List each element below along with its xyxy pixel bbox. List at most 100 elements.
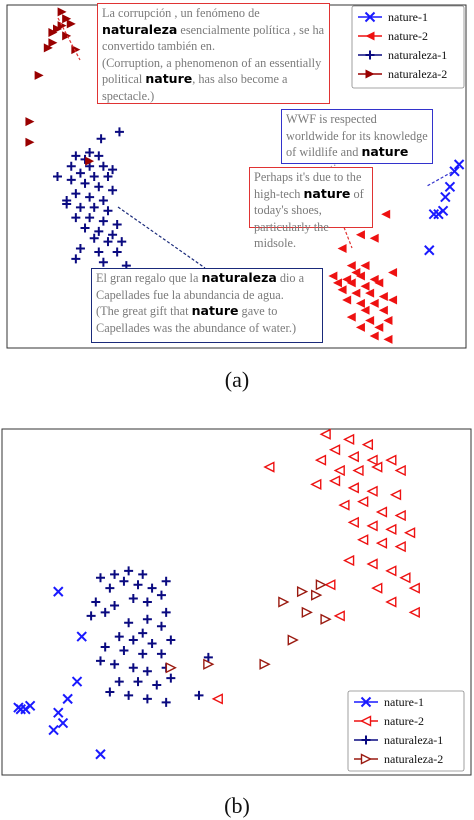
data-point-naturaleza-1: [103, 206, 113, 216]
data-point-nature-2: [342, 554, 355, 567]
data-point-nature-2: [366, 454, 378, 466]
data-point-nature-2: [360, 305, 370, 315]
data-point-naturaleza-1: [98, 196, 108, 206]
data-point-nature-2: [385, 454, 397, 466]
legend-label-nature-2: nature-2: [384, 714, 424, 728]
data-point-nature-2: [355, 322, 365, 332]
legend-marker-nature-1: [360, 696, 372, 708]
series-naturaleza-2: [165, 579, 332, 674]
legend-label-naturaleza-1: naturaleza-1: [384, 733, 443, 747]
data-point-nature-2: [263, 461, 275, 473]
data-point-nature-1: [424, 245, 435, 256]
data-point-nature-2: [342, 274, 352, 284]
data-point-naturaleza-1: [100, 607, 110, 617]
data-point-nature-2: [375, 537, 388, 549]
legend-marker-nature-2: [359, 715, 372, 727]
data-point-naturaleza-1: [52, 172, 62, 181]
data-point-naturaleza-2: [278, 596, 290, 608]
data-point-naturaleza-2: [25, 137, 35, 147]
data-point-naturaleza-2: [34, 70, 44, 80]
legend: nature-1 nature-2 naturaleza-1 naturaleza-2: [351, 5, 465, 89]
legend-label-naturaleza-1: naturaleza-1: [388, 48, 447, 62]
data-point-nature-2: [357, 534, 369, 546]
data-point-naturaleza-2: [315, 579, 327, 591]
data-point-naturaleza-1: [142, 597, 152, 607]
data-point-nature-2: [347, 451, 359, 463]
data-point-nature-2: [381, 209, 391, 219]
data-point-naturaleza-1: [147, 639, 157, 649]
data-point-naturaleza-1: [117, 237, 127, 247]
data-point-naturaleza-1: [105, 583, 115, 593]
data-point-nature-2: [375, 506, 388, 518]
data-point-nature-2: [374, 322, 384, 332]
data-point-nature-2: [385, 596, 397, 608]
data-point-naturaleza-1: [89, 233, 99, 243]
data-point-naturaleza-1: [138, 628, 148, 638]
data-point-nature-1: [95, 749, 106, 760]
data-point-nature-2: [355, 230, 365, 240]
caption-b: (b): [224, 793, 250, 818]
data-point-nature-1: [453, 159, 465, 170]
data-point-nature-2: [351, 268, 361, 278]
legend-box: [347, 690, 465, 772]
data-point-nature-2: [319, 428, 331, 440]
data-point-nature-2: [355, 298, 365, 308]
data-point-naturaleza-1: [161, 607, 171, 617]
data-point-nature-2: [352, 464, 364, 477]
legend-label-nature-1: nature-1: [384, 695, 424, 709]
data-point-nature-2: [360, 261, 370, 271]
data-point-nature-2: [338, 499, 350, 511]
data-point-nature-2: [394, 541, 406, 553]
chart-panel-b: nature-1 nature-2 naturaleza-1 naturaleza-2: [1, 428, 472, 776]
data-point-naturaleza-2: [57, 21, 67, 31]
data-point-naturaleza-1: [119, 576, 129, 586]
data-point-nature-2: [342, 433, 355, 446]
series-naturaleza-2: [25, 7, 95, 166]
data-point-nature-1: [76, 631, 87, 642]
data-point-naturaleza-2: [85, 156, 95, 166]
data-point-nature-2: [389, 489, 402, 501]
data-point-naturaleza-1: [100, 642, 110, 652]
data-point-nature-2: [378, 305, 388, 315]
data-point-naturaleza-1: [103, 237, 113, 247]
data-point-nature-1: [71, 676, 83, 687]
data-point-nature-1: [428, 209, 440, 220]
data-point-naturaleza-1: [114, 127, 124, 137]
legend-marker-naturaleza-1: [365, 50, 375, 60]
data-point-naturaleza-1: [75, 168, 85, 178]
data-point-naturaleza-1: [95, 573, 105, 583]
legend-marker-naturaleza-1: [361, 735, 371, 745]
data-point-naturaleza-1: [80, 223, 90, 233]
data-point-nature-2: [366, 485, 378, 497]
data-point-naturaleza-1: [66, 161, 76, 171]
data-point-naturaleza-1: [119, 645, 129, 655]
data-point-nature-2: [337, 244, 347, 254]
data-point-naturaleza-2: [62, 14, 72, 24]
data-point-naturaleza-1: [124, 618, 134, 628]
data-point-naturaleza-2: [52, 24, 62, 34]
data-point-nature-1: [20, 704, 31, 715]
data-point-nature-2: [369, 233, 379, 243]
data-point-nature-2: [385, 523, 397, 535]
data-point-naturaleza-1: [133, 677, 143, 687]
data-point-naturaleza-2: [57, 7, 67, 17]
data-point-nature-2: [342, 295, 352, 305]
data-point-naturaleza-1: [161, 697, 171, 707]
data-point-naturaleza-1: [71, 254, 81, 264]
data-point-naturaleza-1: [114, 632, 124, 642]
series-naturaleza-1: [52, 127, 131, 271]
data-point-nature-2: [399, 572, 411, 584]
data-point-naturaleza-2: [311, 589, 323, 601]
data-point-nature-2: [360, 281, 370, 291]
data-point-nature-2: [365, 288, 375, 298]
legend-label-naturaleza-2: naturaleza-2: [384, 752, 443, 766]
legend-marker-naturaleza-2: [365, 69, 375, 79]
data-point-naturaleza-2: [25, 117, 35, 127]
data-point-naturaleza-1: [94, 247, 104, 257]
data-point-naturaleza-1: [85, 213, 95, 223]
data-point-nature-2: [328, 475, 341, 487]
data-point-nature-2: [408, 582, 420, 594]
data-point-naturaleza-2: [43, 43, 53, 53]
data-point-nature-2: [378, 292, 388, 302]
data-point-nature-2: [369, 274, 379, 284]
